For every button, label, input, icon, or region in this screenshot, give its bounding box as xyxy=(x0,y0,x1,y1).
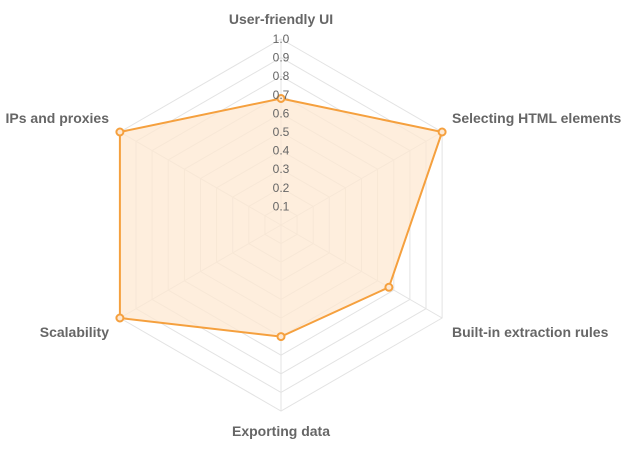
radar-axis-labels: User-friendly UI Selecting HTML elements B… xyxy=(6,11,622,439)
series-point xyxy=(276,332,286,342)
tick-label: 0.8 xyxy=(273,69,290,83)
series-point xyxy=(115,313,125,323)
radar-series xyxy=(115,94,447,342)
tick-label: 0.4 xyxy=(273,144,290,158)
radar-tick-labels: 0.1 0.2 0.3 0.4 0.5 0.6 0.7 0.8 0.9 1.0 xyxy=(273,32,290,213)
series-point xyxy=(276,94,286,103)
series-point xyxy=(437,127,447,137)
axis-label: Selecting HTML elements xyxy=(452,110,622,126)
tick-label: 0.2 xyxy=(273,181,290,195)
tick-label: 0.9 xyxy=(273,51,290,65)
tick-label: 0.6 xyxy=(273,106,290,120)
series-point xyxy=(115,127,125,137)
axis-label: Exporting data xyxy=(232,423,330,439)
axis-label: Scalability xyxy=(40,324,109,340)
tick-label: 0.1 xyxy=(273,199,290,213)
axis-label: Built-in extraction rules xyxy=(452,324,609,340)
tick-label: 0.7 xyxy=(273,88,290,102)
axis-label: IPs and proxies xyxy=(6,110,110,126)
axis-label: User-friendly UI xyxy=(229,11,333,27)
series-point xyxy=(384,282,394,292)
tick-label: 0.5 xyxy=(273,125,290,139)
tick-label: 0.3 xyxy=(273,162,290,176)
tick-label: 1.0 xyxy=(273,32,290,46)
